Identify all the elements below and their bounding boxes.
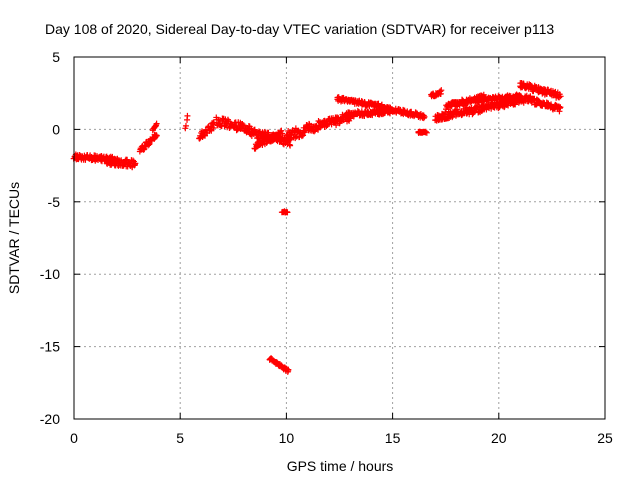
axis-ticks [73, 56, 606, 420]
data-point [449, 114, 456, 121]
y-tick-label: -5 [48, 194, 61, 210]
data-point [517, 92, 524, 99]
x-tick-label: 10 [279, 430, 295, 446]
grid-lines [74, 57, 605, 419]
y-tick-label: 0 [52, 121, 60, 137]
data-point [284, 209, 291, 216]
y-tick-label: -20 [40, 411, 60, 427]
data-point [333, 122, 340, 129]
data-point [278, 127, 285, 134]
x-tick-label: 25 [597, 430, 613, 446]
data-point [438, 87, 445, 94]
x-tick-label: 0 [70, 430, 78, 446]
data-point [153, 132, 160, 139]
x-tick-label: 20 [491, 430, 507, 446]
x-tick-label: 15 [385, 430, 401, 446]
data-point [285, 367, 292, 374]
data-point [132, 160, 139, 167]
data-point [265, 129, 272, 136]
data-point [557, 104, 564, 111]
data-point [153, 120, 160, 127]
data-point [210, 125, 217, 131]
data-point [512, 101, 519, 108]
y-tick-label: -10 [40, 266, 60, 282]
data-point [98, 158, 105, 165]
y-tick-label: 5 [52, 49, 60, 65]
data-point [255, 128, 262, 135]
data-points [70, 80, 564, 375]
data-point [423, 129, 430, 136]
x-tick-label: 5 [176, 430, 184, 446]
data-point [279, 130, 286, 137]
data-point [557, 93, 564, 100]
y-tick-labels: 5 0 -5 -10 -15 -20 [40, 49, 60, 427]
data-point [420, 112, 427, 119]
x-axis-label: GPS time / hours [287, 458, 394, 474]
data-point [210, 119, 217, 126]
data-point [311, 128, 318, 135]
data-point [495, 105, 502, 112]
data-point [421, 113, 428, 120]
chart-title: Day 108 of 2020, Sidereal Day-to-day VTE… [45, 21, 554, 37]
x-tick-labels: 0 5 10 15 20 25 [70, 430, 613, 446]
plot-frame [73, 56, 606, 420]
data-point [422, 128, 429, 135]
data-point [184, 112, 191, 119]
y-tick-label: -15 [40, 339, 60, 355]
data-point [287, 142, 294, 149]
data-point [182, 122, 189, 129]
y-axis-label: SDTVAR / TECUs [6, 182, 22, 294]
